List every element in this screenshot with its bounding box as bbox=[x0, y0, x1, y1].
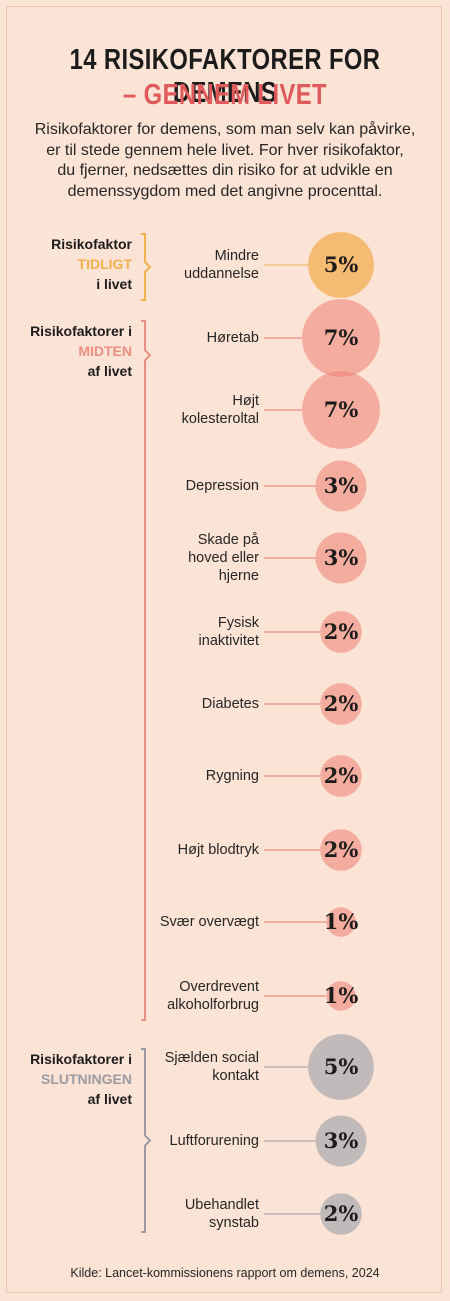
factor-label: Overdrevent alkoholforbrug bbox=[140, 978, 259, 1014]
phase-label-mid: Risikofaktorer i MIDTEN af livet bbox=[0, 321, 132, 381]
phase-highlight: SLUTNINGEN bbox=[41, 1071, 132, 1087]
factor-label: Sjælden social kontakt bbox=[140, 1049, 259, 1085]
infographic-frame bbox=[6, 6, 442, 1293]
value-labels: 5% 7% 7% 3% 3% 2% 2% 2% 2% 1% 1% 5% 3% 2% bbox=[324, 252, 359, 1226]
bubble-late bbox=[315, 1115, 367, 1167]
value-label: 3% bbox=[324, 545, 359, 570]
phase-line: i livet bbox=[96, 276, 132, 292]
intro-text: Risikofaktorer for demens, som man selv … bbox=[25, 120, 425, 202]
factor-label-line: alkoholforbrug bbox=[167, 997, 259, 1013]
bubble-mid bbox=[302, 299, 380, 377]
factor-label: Høretab bbox=[140, 329, 259, 347]
bubble-mid bbox=[320, 755, 362, 797]
source-note: Kilde: Lancet-kommissionens rapport om d… bbox=[70, 1266, 380, 1280]
value-label: 1% bbox=[324, 983, 359, 1008]
bubble-mid bbox=[315, 460, 367, 512]
bubble-mid bbox=[326, 981, 356, 1011]
factor-label-line: Luftforurening bbox=[169, 1133, 259, 1149]
factor-label-line: Depression bbox=[185, 478, 259, 494]
factor-label-line: kolesteroltal bbox=[181, 411, 259, 427]
phase-line: Risikofaktorer i bbox=[30, 1051, 132, 1067]
bubble-mid bbox=[320, 611, 362, 653]
phase-line: af livet bbox=[87, 363, 132, 379]
factor-label: Depression bbox=[140, 477, 259, 495]
phase-line: Risikofaktor bbox=[51, 236, 132, 252]
factor-label-line: kontakt bbox=[212, 1068, 259, 1084]
phase-label-early: Risikofaktor TIDLIGT i livet bbox=[0, 234, 132, 294]
bubble-late bbox=[320, 1193, 362, 1235]
factor-label: Rygning bbox=[140, 767, 259, 785]
bubbles bbox=[302, 232, 380, 1235]
value-label: 2% bbox=[324, 837, 359, 862]
bubble-early bbox=[308, 232, 374, 298]
factor-label-line: Højt bbox=[232, 393, 259, 409]
factor-label-line: Mindre bbox=[214, 248, 259, 264]
factor-label: Svær overvægt bbox=[140, 913, 259, 931]
intro-line: Risikofaktorer for demens, som man selv … bbox=[34, 121, 416, 138]
factor-label-line: uddannelse bbox=[184, 266, 259, 282]
value-label: 2% bbox=[324, 619, 359, 644]
factor-label: Mindre uddannelse bbox=[140, 247, 259, 283]
phase-bracket bbox=[141, 320, 152, 1021]
value-label: 5% bbox=[324, 1054, 359, 1079]
value-label: 2% bbox=[324, 763, 359, 788]
factor-label: Højt kolesteroltal bbox=[140, 392, 259, 428]
factor-label-line: Højt blodtryk bbox=[177, 842, 259, 858]
title-line-1: 14 RISIKOFAKTORER FOR DEMENS bbox=[69, 44, 381, 109]
phase-line: Risikofaktorer i bbox=[30, 323, 132, 339]
intro-line: demenssygdom med det angivne procenttal. bbox=[67, 182, 383, 200]
bubble-mid bbox=[315, 532, 367, 584]
intro-line: du fjerner, nedsættes din risiko for at … bbox=[57, 162, 393, 179]
bubble-mid bbox=[320, 829, 362, 871]
factor-label-line: Ubehandlet bbox=[184, 1197, 259, 1213]
factor-label-line: hoved eller bbox=[188, 550, 259, 566]
factor-label-line: hjerne bbox=[218, 568, 259, 584]
factor-label-line: Skade på bbox=[197, 532, 259, 548]
bubble-late bbox=[308, 1034, 374, 1100]
factor-label: Skade på hoved eller hjerne bbox=[140, 531, 259, 585]
factor-label-line: inaktivitet bbox=[198, 633, 259, 649]
leader-lines bbox=[264, 264, 327, 1215]
factor-label-line: Svær overvægt bbox=[159, 914, 259, 930]
value-label: 7% bbox=[324, 397, 359, 422]
phase-line: af livet bbox=[87, 1091, 132, 1107]
bubble-mid bbox=[302, 371, 380, 449]
title-line-2: – GENNEM LIVET bbox=[123, 79, 327, 111]
phase-label-late: Risikofaktorer i SLUTNINGEN af livet bbox=[0, 1049, 132, 1109]
value-label: 7% bbox=[324, 325, 359, 350]
factor-label-line: Rygning bbox=[205, 768, 259, 784]
phase-bracket bbox=[141, 233, 152, 301]
factor-label-line: Høretab bbox=[206, 330, 259, 346]
phase-bracket bbox=[141, 1048, 152, 1233]
phase-highlight: MIDTEN bbox=[78, 343, 132, 359]
value-label: 2% bbox=[324, 1201, 359, 1226]
value-label: 3% bbox=[324, 1128, 359, 1153]
factor-label-line: Fysisk bbox=[217, 615, 259, 631]
value-label: 1% bbox=[324, 909, 359, 934]
value-label: 5% bbox=[324, 252, 359, 277]
phase-highlight: TIDLIGT bbox=[77, 256, 132, 272]
factor-label: Højt blodtryk bbox=[140, 841, 259, 859]
factor-label-line: Sjælden social bbox=[164, 1050, 259, 1066]
factor-label: Fysisk inaktivitet bbox=[140, 614, 259, 650]
factor-label: Diabetes bbox=[140, 695, 259, 713]
value-label: 3% bbox=[324, 473, 359, 498]
factor-label-line: Overdrevent bbox=[179, 979, 259, 995]
factor-label-line: Diabetes bbox=[201, 696, 259, 712]
factor-label: Ubehandlet synstab bbox=[140, 1196, 259, 1232]
bubble-mid bbox=[326, 907, 356, 937]
factor-label-line: synstab bbox=[209, 1215, 259, 1231]
intro-line: er til stede gennem hele livet. For hver… bbox=[46, 141, 404, 159]
value-label: 2% bbox=[324, 691, 359, 716]
bubble-mid bbox=[320, 683, 362, 725]
factor-label: Luftforurening bbox=[140, 1132, 259, 1150]
